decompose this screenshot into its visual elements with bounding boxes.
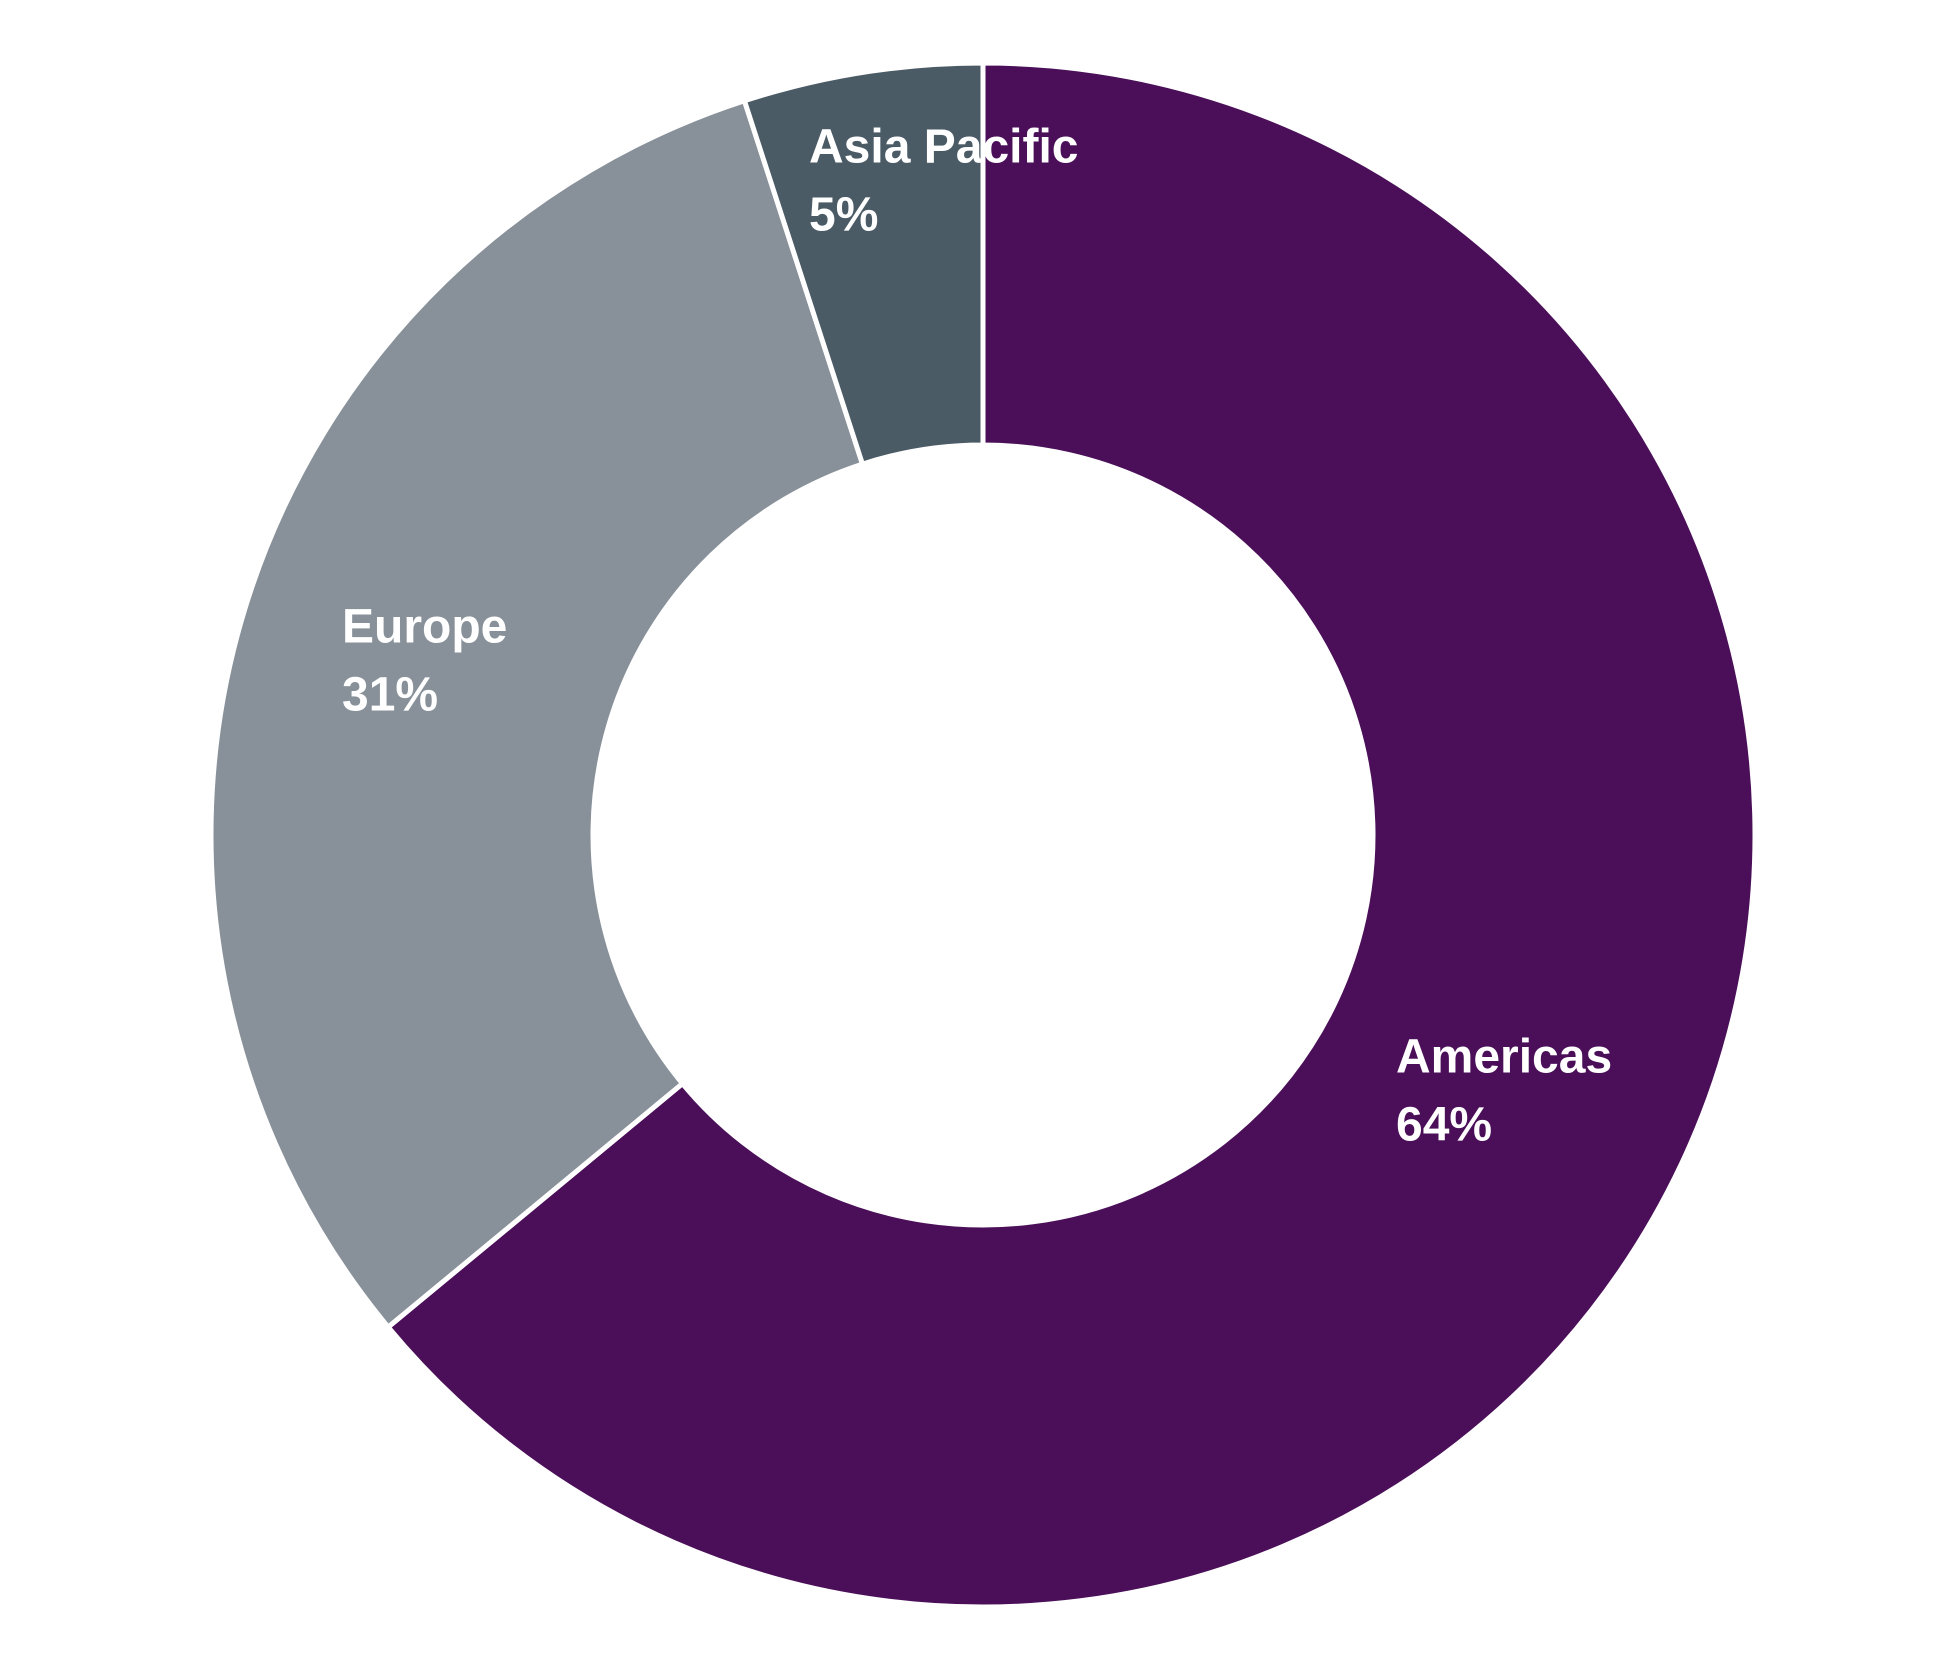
slice-value-label: 31% bbox=[342, 669, 438, 722]
slice-value-label: 64% bbox=[1396, 1099, 1492, 1152]
slice bbox=[384, 60, 1758, 1610]
slice bbox=[741, 60, 986, 468]
slice-label: Europe bbox=[342, 601, 507, 654]
slice-label: Americas bbox=[1396, 1031, 1612, 1084]
slice bbox=[208, 97, 866, 1331]
slice-label: Asia Pacific bbox=[809, 121, 1078, 174]
slice-value-label: 5% bbox=[809, 189, 878, 242]
